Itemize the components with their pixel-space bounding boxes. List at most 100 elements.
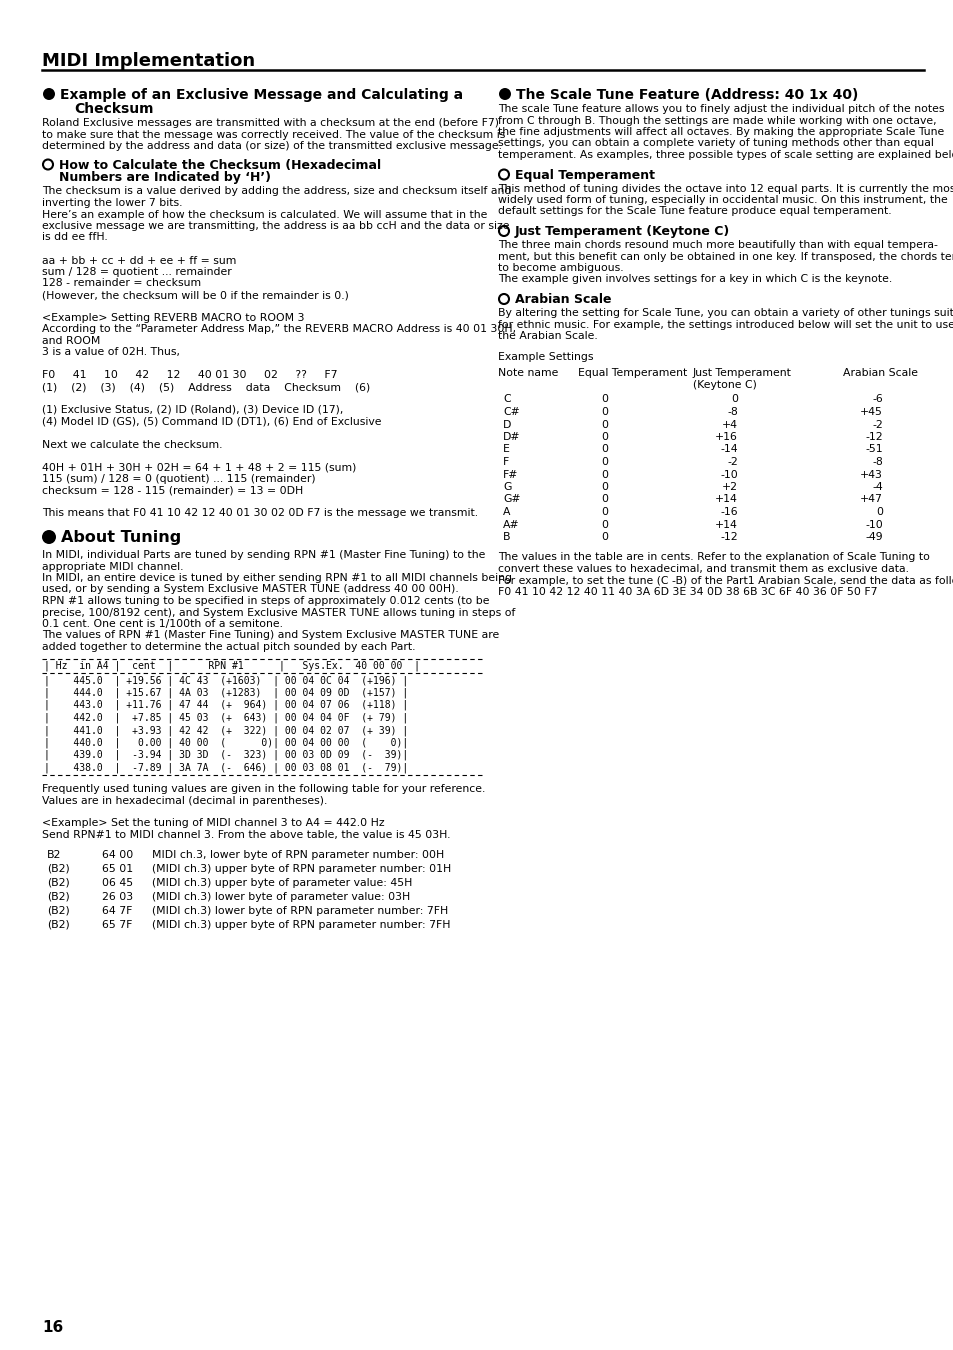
Text: Numbers are Indicated by ‘H’): Numbers are Indicated by ‘H’) — [59, 171, 271, 185]
Text: to become ambiguous.: to become ambiguous. — [497, 263, 623, 273]
Text: G#: G# — [502, 494, 520, 505]
Text: -51: -51 — [864, 444, 882, 455]
Text: About Tuning: About Tuning — [61, 531, 181, 545]
Text: In MIDI, individual Parts are tuned by sending RPN #1 (Master Fine Tuning) to th: In MIDI, individual Parts are tuned by s… — [42, 549, 485, 560]
Text: (MIDI ch.3) lower byte of RPN parameter number: 7FH: (MIDI ch.3) lower byte of RPN parameter … — [152, 906, 448, 915]
Text: 0: 0 — [600, 394, 607, 405]
Text: (However, the checksum will be 0 if the remainder is 0.): (However, the checksum will be 0 if the … — [42, 290, 349, 300]
Text: exclusive message we are transmitting, the address is aa bb ccH and the data or : exclusive message we are transmitting, t… — [42, 221, 509, 231]
Text: Equal Temperament: Equal Temperament — [515, 169, 655, 181]
Text: convert these values to hexadecimal, and transmit them as exclusive data.: convert these values to hexadecimal, and… — [497, 564, 908, 574]
Text: widely used form of tuning, especially in occidental music. On this instrument, : widely used form of tuning, especially i… — [497, 194, 946, 205]
Text: This means that F0 41 10 42 12 40 01 30 02 0D F7 is the message we transmit.: This means that F0 41 10 42 12 40 01 30 … — [42, 509, 477, 518]
Text: checksum = 128 - 115 (remainder) = 13 = 0DH: checksum = 128 - 115 (remainder) = 13 = … — [42, 486, 303, 495]
Text: (B2): (B2) — [47, 891, 70, 902]
Text: 16: 16 — [42, 1320, 63, 1335]
Text: Arabian Scale: Arabian Scale — [515, 293, 611, 306]
Text: Arabian Scale: Arabian Scale — [842, 369, 917, 378]
Text: Checksum: Checksum — [74, 103, 153, 116]
Text: (MIDI ch.3) upper byte of parameter value: 45H: (MIDI ch.3) upper byte of parameter valu… — [152, 878, 412, 887]
Text: MIDI Implementation: MIDI Implementation — [42, 53, 254, 70]
Text: 0: 0 — [875, 508, 882, 517]
Text: Example Settings: Example Settings — [497, 352, 593, 363]
Text: 0: 0 — [600, 406, 607, 417]
Text: D#: D# — [502, 432, 520, 441]
Text: The checksum is a value derived by adding the address, size and checksum itself : The checksum is a value derived by addin… — [42, 186, 511, 197]
Text: Example of an Exclusive Message and Calculating a: Example of an Exclusive Message and Calc… — [60, 88, 462, 103]
Text: -10: -10 — [864, 520, 882, 529]
Text: |    441.0  |  +3.93 | 42 42  (+  322) | 00 04 02 07  (+ 39) |: | 441.0 | +3.93 | 42 42 (+ 322) | 00 04 … — [44, 725, 408, 736]
Text: 06 45: 06 45 — [102, 878, 133, 887]
Text: 64 7F: 64 7F — [102, 906, 132, 915]
Text: 0: 0 — [730, 394, 738, 405]
Text: -2: -2 — [726, 458, 738, 467]
Text: (Keytone C): (Keytone C) — [692, 379, 756, 390]
Text: 0: 0 — [600, 508, 607, 517]
Text: 65 7F: 65 7F — [102, 919, 132, 930]
Text: The values in the table are in cents. Refer to the explanation of Scale Tuning t: The values in the table are in cents. Re… — [497, 552, 929, 563]
Text: (4) Model ID (GS), (5) Command ID (DT1), (6) End of Exclusive: (4) Model ID (GS), (5) Command ID (DT1),… — [42, 417, 381, 427]
Text: D: D — [502, 420, 511, 429]
Text: 0.1 cent. One cent is 1/100th of a semitone.: 0.1 cent. One cent is 1/100th of a semit… — [42, 620, 283, 629]
Text: (B2): (B2) — [47, 919, 70, 930]
Text: (B2): (B2) — [47, 864, 70, 873]
Text: -16: -16 — [720, 508, 738, 517]
Circle shape — [43, 88, 55, 100]
Text: default settings for the Scale Tune feature produce equal temperament.: default settings for the Scale Tune feat… — [497, 207, 891, 216]
Text: 128 - remainder = checksum: 128 - remainder = checksum — [42, 278, 201, 289]
Text: The three main chords resound much more beautifully than with equal tempera-: The three main chords resound much more … — [497, 240, 937, 250]
Text: appropriate MIDI channel.: appropriate MIDI channel. — [42, 562, 183, 571]
Text: The values of RPN #1 (Master Fine Tuning) and System Exclusive MASTER TUNE are: The values of RPN #1 (Master Fine Tuning… — [42, 630, 498, 640]
Text: precise, 100/8192 cent), and System Exclusive MASTER TUNE allows tuning in steps: precise, 100/8192 cent), and System Excl… — [42, 608, 515, 617]
Circle shape — [498, 88, 511, 100]
Text: inverting the lower 7 bits.: inverting the lower 7 bits. — [42, 198, 182, 208]
Text: |    438.0  |  -7.89 | 3A 7A  (-  646) | 00 03 08 01  (-  79)|: | 438.0 | -7.89 | 3A 7A (- 646) | 00 03 … — [44, 763, 408, 774]
Text: B: B — [502, 532, 510, 541]
Text: +43: +43 — [860, 470, 882, 479]
Text: (B2): (B2) — [47, 878, 70, 887]
Text: | Hz  in A4 |  cent  |      RPN #1      |   Sys.Ex.  40 00 00  |: | Hz in A4 | cent | RPN #1 | Sys.Ex. 40 … — [44, 660, 419, 671]
Text: F: F — [502, 458, 509, 467]
Text: Roland Exclusive messages are transmitted with a checksum at the end (before F7): Roland Exclusive messages are transmitte… — [42, 117, 498, 128]
Text: -14: -14 — [720, 444, 738, 455]
Text: 0: 0 — [600, 432, 607, 441]
Text: to make sure that the message was correctly received. The value of the checksum : to make sure that the message was correc… — [42, 130, 505, 139]
Text: the fine adjustments will affect all octaves. By making the appropriate Scale Tu: the fine adjustments will affect all oct… — [497, 127, 943, 136]
Text: used, or by sending a System Exclusive MASTER TUNE (address 40 00 00H).: used, or by sending a System Exclusive M… — [42, 585, 458, 594]
Text: MIDI ch.3, lower byte of RPN parameter number: 00H: MIDI ch.3, lower byte of RPN parameter n… — [152, 849, 444, 860]
Text: determined by the address and data (or size) of the transmitted exclusive messag: determined by the address and data (or s… — [42, 140, 501, 151]
Text: +4: +4 — [721, 420, 738, 429]
Text: 0: 0 — [600, 444, 607, 455]
Text: |    440.0  |   0.00 | 40 00  (      0)| 00 04 00 00  (    0)|: | 440.0 | 0.00 | 40 00 ( 0)| 00 04 00 00… — [44, 737, 408, 748]
Text: is dd ee ffH.: is dd ee ffH. — [42, 232, 108, 243]
Text: +14: +14 — [715, 520, 738, 529]
Text: 0: 0 — [600, 482, 607, 491]
Text: |    443.0  | +11.76 | 47 44  (+  964) | 00 04 07 06  (+118) |: | 443.0 | +11.76 | 47 44 (+ 964) | 00 04… — [44, 701, 408, 710]
Text: +45: +45 — [860, 406, 882, 417]
Text: Just Temperament (Keytone C): Just Temperament (Keytone C) — [515, 225, 729, 238]
Text: Next we calculate the checksum.: Next we calculate the checksum. — [42, 440, 222, 450]
Text: +16: +16 — [715, 432, 738, 441]
Text: (MIDI ch.3) upper byte of RPN parameter number: 01H: (MIDI ch.3) upper byte of RPN parameter … — [152, 864, 451, 873]
Text: sum / 128 = quotient ... remainder: sum / 128 = quotient ... remainder — [42, 267, 232, 277]
Text: RPN #1 allows tuning to be specified in steps of approximately 0.012 cents (to b: RPN #1 allows tuning to be specified in … — [42, 595, 489, 606]
Text: A#: A# — [502, 520, 519, 529]
Text: |    439.0  |  -3.94 | 3D 3D  (-  323) | 00 03 0D 09  (-  39)|: | 439.0 | -3.94 | 3D 3D (- 323) | 00 03 … — [44, 751, 408, 760]
Text: 64 00: 64 00 — [102, 849, 133, 860]
Text: -12: -12 — [864, 432, 882, 441]
Text: temperament. As examples, three possible types of scale setting are explained be: temperament. As examples, three possible… — [497, 150, 953, 161]
Text: aa + bb + cc + dd + ee + ff = sum: aa + bb + cc + dd + ee + ff = sum — [42, 255, 236, 266]
Text: |    442.0  |  +7.85 | 45 03  (+  643) | 00 04 04 0F  (+ 79) |: | 442.0 | +7.85 | 45 03 (+ 643) | 00 04 … — [44, 713, 408, 724]
Text: <Example> Setting REVERB MACRO to ROOM 3: <Example> Setting REVERB MACRO to ROOM 3 — [42, 313, 304, 323]
Text: C: C — [502, 394, 510, 405]
Text: <Example> Set the tuning of MIDI channel 3 to A4 = 442.0 Hz: <Example> Set the tuning of MIDI channel… — [42, 818, 384, 829]
Text: The scale Tune feature allows you to finely adjust the individual pitch of the n: The scale Tune feature allows you to fin… — [497, 104, 943, 113]
Text: 0: 0 — [600, 532, 607, 541]
Text: F0 41 10 42 12 40 11 40 3A 6D 3E 34 0D 38 6B 3C 6F 40 36 0F 50 F7: F0 41 10 42 12 40 11 40 3A 6D 3E 34 0D 3… — [497, 587, 877, 597]
Text: from C through B. Though the settings are made while working with one octave,: from C through B. Though the settings ar… — [497, 116, 936, 126]
Text: (B2): (B2) — [47, 906, 70, 915]
Text: B2: B2 — [47, 849, 61, 860]
Text: |    445.0  | +19.56 | 4C 43  (+1603)  | 00 04 0C 04  (+196) |: | 445.0 | +19.56 | 4C 43 (+1603) | 00 04… — [44, 675, 408, 686]
Text: F0     41     10     42     12     40 01 30     02     ??     F7: F0 41 10 42 12 40 01 30 02 ?? F7 — [42, 370, 337, 381]
Text: This method of tuning divides the octave into 12 equal parts. It is currently th: This method of tuning divides the octave… — [497, 184, 953, 193]
